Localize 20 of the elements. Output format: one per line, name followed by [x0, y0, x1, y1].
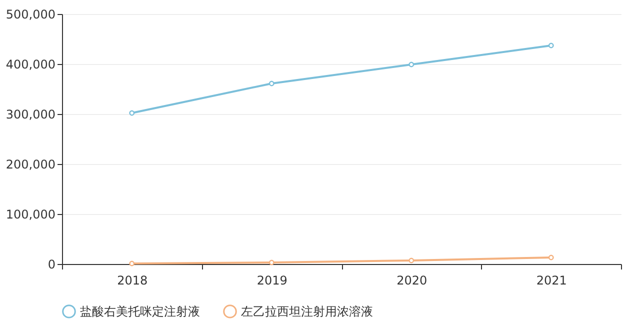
point	[408, 62, 414, 68]
point	[268, 260, 274, 266]
y-tick-label: 200,000	[6, 158, 56, 172]
legend-label: 盐酸右美托咪定注射液	[80, 304, 200, 318]
point	[129, 260, 135, 266]
x-tick-label: 2020	[396, 274, 428, 288]
y-tick-label: 500,000	[6, 8, 56, 22]
point	[548, 42, 554, 48]
y-tick-label: 100,000	[6, 208, 56, 222]
x-tick-label: 2021	[536, 274, 567, 288]
y-tick-label: 300,000	[6, 108, 56, 122]
x-tick-label: 2018	[117, 274, 148, 288]
point	[268, 80, 274, 86]
y-tick-label: 400,000	[6, 58, 56, 72]
point	[129, 110, 135, 116]
legend-label: 左乙拉西坦注射用浓溶液	[241, 304, 373, 318]
x-tick-label: 2019	[256, 274, 288, 288]
point	[548, 254, 554, 260]
y-tick-label: 0	[48, 258, 56, 272]
point	[408, 258, 414, 264]
